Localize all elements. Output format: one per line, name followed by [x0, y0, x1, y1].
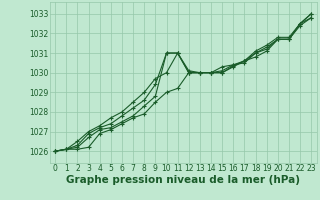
X-axis label: Graphe pression niveau de la mer (hPa): Graphe pression niveau de la mer (hPa): [66, 175, 300, 185]
